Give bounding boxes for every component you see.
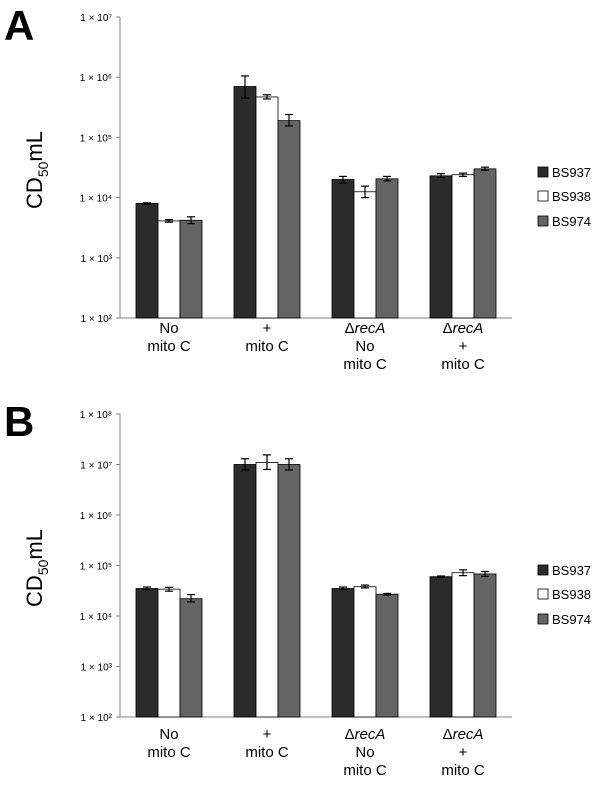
bar-bs937 — [429, 175, 453, 319]
category-label: ΔrecA — [345, 320, 386, 337]
y-tick-label: 1 × 10⁷ — [80, 13, 112, 24]
bar-bs937 — [135, 203, 159, 319]
legend-label: BS937 — [552, 563, 591, 578]
category-label: mito C — [245, 338, 289, 355]
legend-label: BS938 — [552, 189, 591, 204]
y-tick-label: 1 × 10⁵ — [80, 562, 112, 573]
bar-bs938 — [255, 462, 279, 718]
category-label: + — [459, 744, 468, 761]
bar-bs974 — [375, 178, 399, 319]
category-label: + — [459, 338, 468, 355]
bar-bs974 — [375, 593, 399, 718]
y-tick-label: 1 × 10⁵ — [80, 133, 112, 144]
bar-bs937 — [429, 576, 453, 718]
y-tick-label: 1 × 10² — [81, 713, 113, 724]
panel-a-letter: A — [4, 2, 34, 49]
category-label: + — [263, 320, 272, 337]
y-tick-label: 1 × 10³ — [81, 254, 113, 265]
y-tick-label: 1 × 10⁴ — [80, 194, 112, 205]
legend-swatch-bs937 — [537, 166, 549, 178]
legend-swatch-bs938 — [537, 190, 549, 202]
category-label: ΔrecA — [443, 726, 484, 743]
category-label: mito C — [147, 744, 191, 761]
panel-a: A 1 × 10² 1 × 10³ 1 × 10⁴ 1 × 10⁵ 1 × 10⁶ 1 ×… — [4, 2, 591, 373]
category-label: mito C — [147, 338, 191, 355]
bar-bs974 — [277, 464, 301, 718]
legend-label: BS974 — [552, 214, 591, 229]
bar-bs938 — [255, 96, 279, 319]
category-label: No — [355, 338, 374, 355]
category-label: mito C — [245, 744, 289, 761]
category-label: No — [355, 744, 374, 761]
legend-swatch-bs974 — [537, 215, 549, 227]
category-label: No — [159, 320, 178, 337]
bar-bs937 — [233, 86, 257, 319]
y-tick-label: 1 × 10⁷ — [80, 461, 112, 472]
bar-bs974 — [179, 219, 203, 319]
legend-label: BS937 — [552, 165, 591, 180]
category-label: mito C — [441, 356, 485, 373]
legend-swatch-bs974 — [537, 613, 549, 625]
y-tick-label: 1 × 10⁴ — [80, 612, 112, 623]
category-label: mito C — [343, 356, 387, 373]
panel-b: B 1 × 10² 1 × 10³ 1 × 10⁴ 1 × 10⁵ 1 × 10⁶ 1 ×… — [4, 398, 591, 779]
bar-bs937 — [135, 588, 159, 718]
y-tick-label: 1 × 10³ — [81, 663, 113, 674]
category-label: mito C — [441, 762, 485, 779]
y-axis-label: CD50mL — [22, 131, 51, 209]
y-tick-label: 1 × 10⁶ — [80, 511, 112, 522]
bar-bs974 — [179, 598, 203, 718]
legend-swatch-bs938 — [537, 588, 549, 600]
category-label: No — [159, 726, 178, 743]
category-label: ΔrecA — [443, 320, 484, 337]
bar-bs938 — [451, 572, 475, 718]
bar-bs937 — [233, 464, 257, 718]
bar-bs937 — [331, 179, 355, 319]
bar-bs974 — [473, 573, 497, 718]
y-tick-label: 1 × 10² — [81, 314, 113, 325]
legend-label: BS938 — [552, 587, 591, 602]
bar-bs938 — [353, 586, 377, 718]
bar-bs938 — [353, 191, 377, 319]
bar-bs937 — [331, 588, 355, 718]
bar-bs938 — [451, 174, 475, 319]
y-axis-label: CD50mL — [22, 529, 51, 607]
bar-bs938 — [157, 220, 181, 319]
panel-b-letter: B — [4, 398, 34, 445]
bar-bs938 — [157, 588, 181, 718]
category-label: + — [263, 726, 272, 743]
category-label: mito C — [343, 762, 387, 779]
y-tick-label: 1 × 10⁶ — [80, 73, 112, 84]
bar-bs974 — [277, 120, 301, 319]
bar-bs974 — [473, 168, 497, 319]
category-label: ΔrecA — [345, 726, 386, 743]
legend-label: BS974 — [552, 612, 591, 627]
y-tick-label: 1 × 10⁸ — [80, 410, 112, 421]
legend-swatch-bs937 — [537, 564, 549, 576]
